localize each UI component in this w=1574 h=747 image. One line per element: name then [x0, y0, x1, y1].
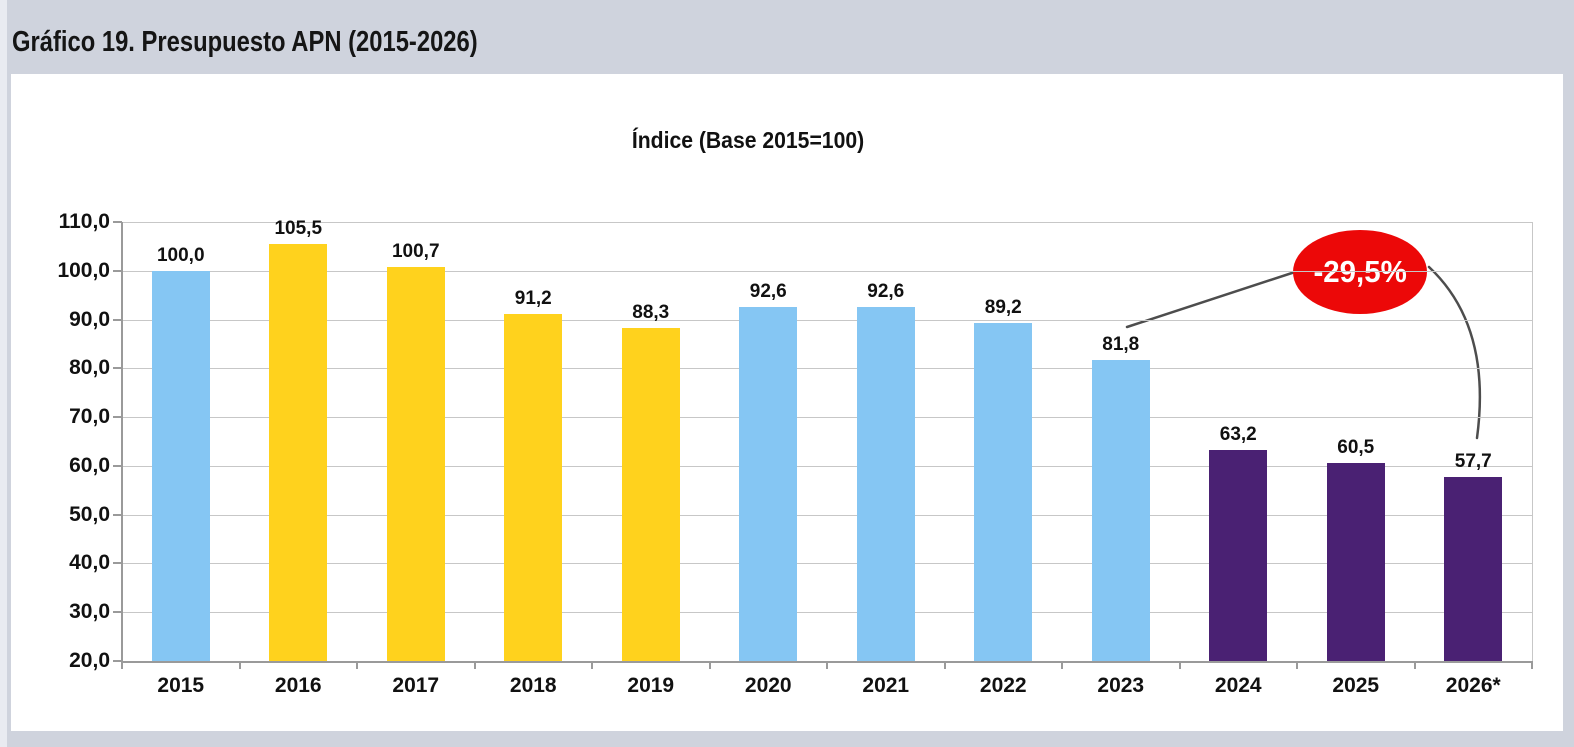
bar-value-label: 89,2: [984, 297, 1022, 319]
bar-2016: [269, 243, 328, 661]
y-tick-label: 70,0: [69, 405, 110, 429]
y-tick-label: 50,0: [69, 502, 110, 526]
bar-value-label: 88,3: [632, 301, 670, 323]
page-edge-strip: [0, 0, 7, 747]
y-tick-label: 110,0: [58, 210, 110, 233]
chart-header-title: Gráfico 19. Presupuesto APN (2015-2026): [12, 25, 478, 58]
x-axis-tick: [121, 661, 123, 669]
y-axis-tick: [113, 513, 122, 516]
bar-2021: [856, 306, 915, 661]
chart-panel: Índice (Base 2015=100) -29,5% 110,0 100,0…: [11, 74, 1563, 731]
y-axis-tick: [113, 611, 122, 614]
x-tick-label: 2026*: [1445, 674, 1501, 697]
x-tick-label: 2025: [1332, 674, 1380, 697]
bar-value-label: 57,7: [1454, 451, 1492, 473]
annotation-ellipse: -29,5%: [1293, 230, 1427, 314]
x-axis-tick: [473, 661, 476, 669]
plot-right-border: [1532, 222, 1533, 661]
bar-2020: [739, 306, 798, 661]
bar-2017: [386, 267, 445, 661]
bar-value-label: 63,2: [1219, 424, 1257, 446]
y-tick-label: 20,0: [69, 649, 110, 672]
x-tick-label: 2024: [1214, 674, 1262, 697]
y-axis-tick: [113, 562, 122, 565]
x-axis-tick: [1413, 661, 1416, 669]
x-tick-label: 2016: [274, 674, 322, 697]
y-axis-tick: [113, 464, 122, 467]
x-tick-label: 2023: [1097, 674, 1145, 697]
gridline: [122, 563, 1532, 565]
bar-2023: [1091, 359, 1150, 661]
x-tick-label: 2020: [744, 674, 792, 697]
bar-value-label: 92,6: [749, 280, 787, 302]
y-axis-tick: [113, 318, 122, 321]
y-axis-tick: [113, 416, 122, 419]
bar-2025: [1326, 463, 1385, 661]
gridline: [122, 368, 1532, 370]
y-axis-tick: [113, 269, 122, 272]
chart-title: Índice (Base 2015=100): [631, 127, 865, 153]
x-axis-tick: [356, 661, 358, 669]
bar-2022: [974, 323, 1033, 661]
y-axis-tick: [113, 221, 122, 223]
x-axis-tick: [708, 661, 711, 669]
x-axis-tick: [238, 661, 241, 669]
x-axis-tick: [826, 661, 828, 669]
bar-2026*: [1444, 477, 1503, 661]
y-axis-line: [121, 222, 123, 661]
gridline: [122, 514, 1532, 516]
y-tick-label: 90,0: [69, 307, 110, 331]
x-axis-tick: [1531, 661, 1533, 669]
bar-2019: [621, 327, 680, 661]
chart-header-band: Gráfico 19. Presupuesto APN (2015-2026): [12, 20, 580, 64]
x-tick-label: 2021: [862, 674, 910, 697]
x-tick-label: 2018: [509, 674, 557, 697]
bar-2024: [1209, 450, 1268, 661]
bar-value-label: 60,5: [1337, 437, 1375, 459]
x-axis-tick: [591, 661, 593, 669]
bar-value-label: 100,7: [391, 241, 440, 263]
bar-value-label: 81,8: [1102, 333, 1140, 355]
bar-value-label: 91,2: [514, 287, 552, 309]
gridline: [122, 612, 1532, 614]
gridline: [122, 270, 1532, 272]
gridline: [122, 417, 1532, 419]
x-tick-label: 2022: [979, 674, 1027, 697]
y-axis-tick: [113, 660, 122, 662]
bar-2015: [151, 270, 210, 661]
y-tick-label: 40,0: [69, 551, 110, 575]
y-tick-label: 100,0: [57, 258, 110, 282]
bar-value-label: 92,6: [867, 280, 905, 302]
x-axis-tick: [1061, 661, 1063, 669]
gridline: [122, 319, 1532, 321]
x-axis-tick: [1178, 661, 1181, 669]
x-tick-label: 2017: [392, 674, 440, 697]
bar-value-label: 100,0: [156, 244, 205, 266]
y-tick-label: 60,0: [69, 453, 110, 477]
connector-curve-to-2026: [1427, 265, 1482, 440]
y-tick-label: 80,0: [69, 356, 110, 380]
x-axis-tick: [1296, 661, 1298, 669]
gridline: [122, 465, 1532, 467]
x-axis-tick: [943, 661, 946, 669]
x-tick-label: 2015: [157, 674, 205, 697]
bar-value-label: 105,5: [274, 217, 323, 239]
x-tick-label: 2019: [627, 674, 675, 697]
y-axis-tick: [113, 367, 122, 370]
annotation-text: -29,5%: [1313, 254, 1407, 289]
y-tick-label: 30,0: [69, 600, 110, 624]
bar-2018: [504, 313, 563, 661]
gridline: [122, 222, 1532, 223]
